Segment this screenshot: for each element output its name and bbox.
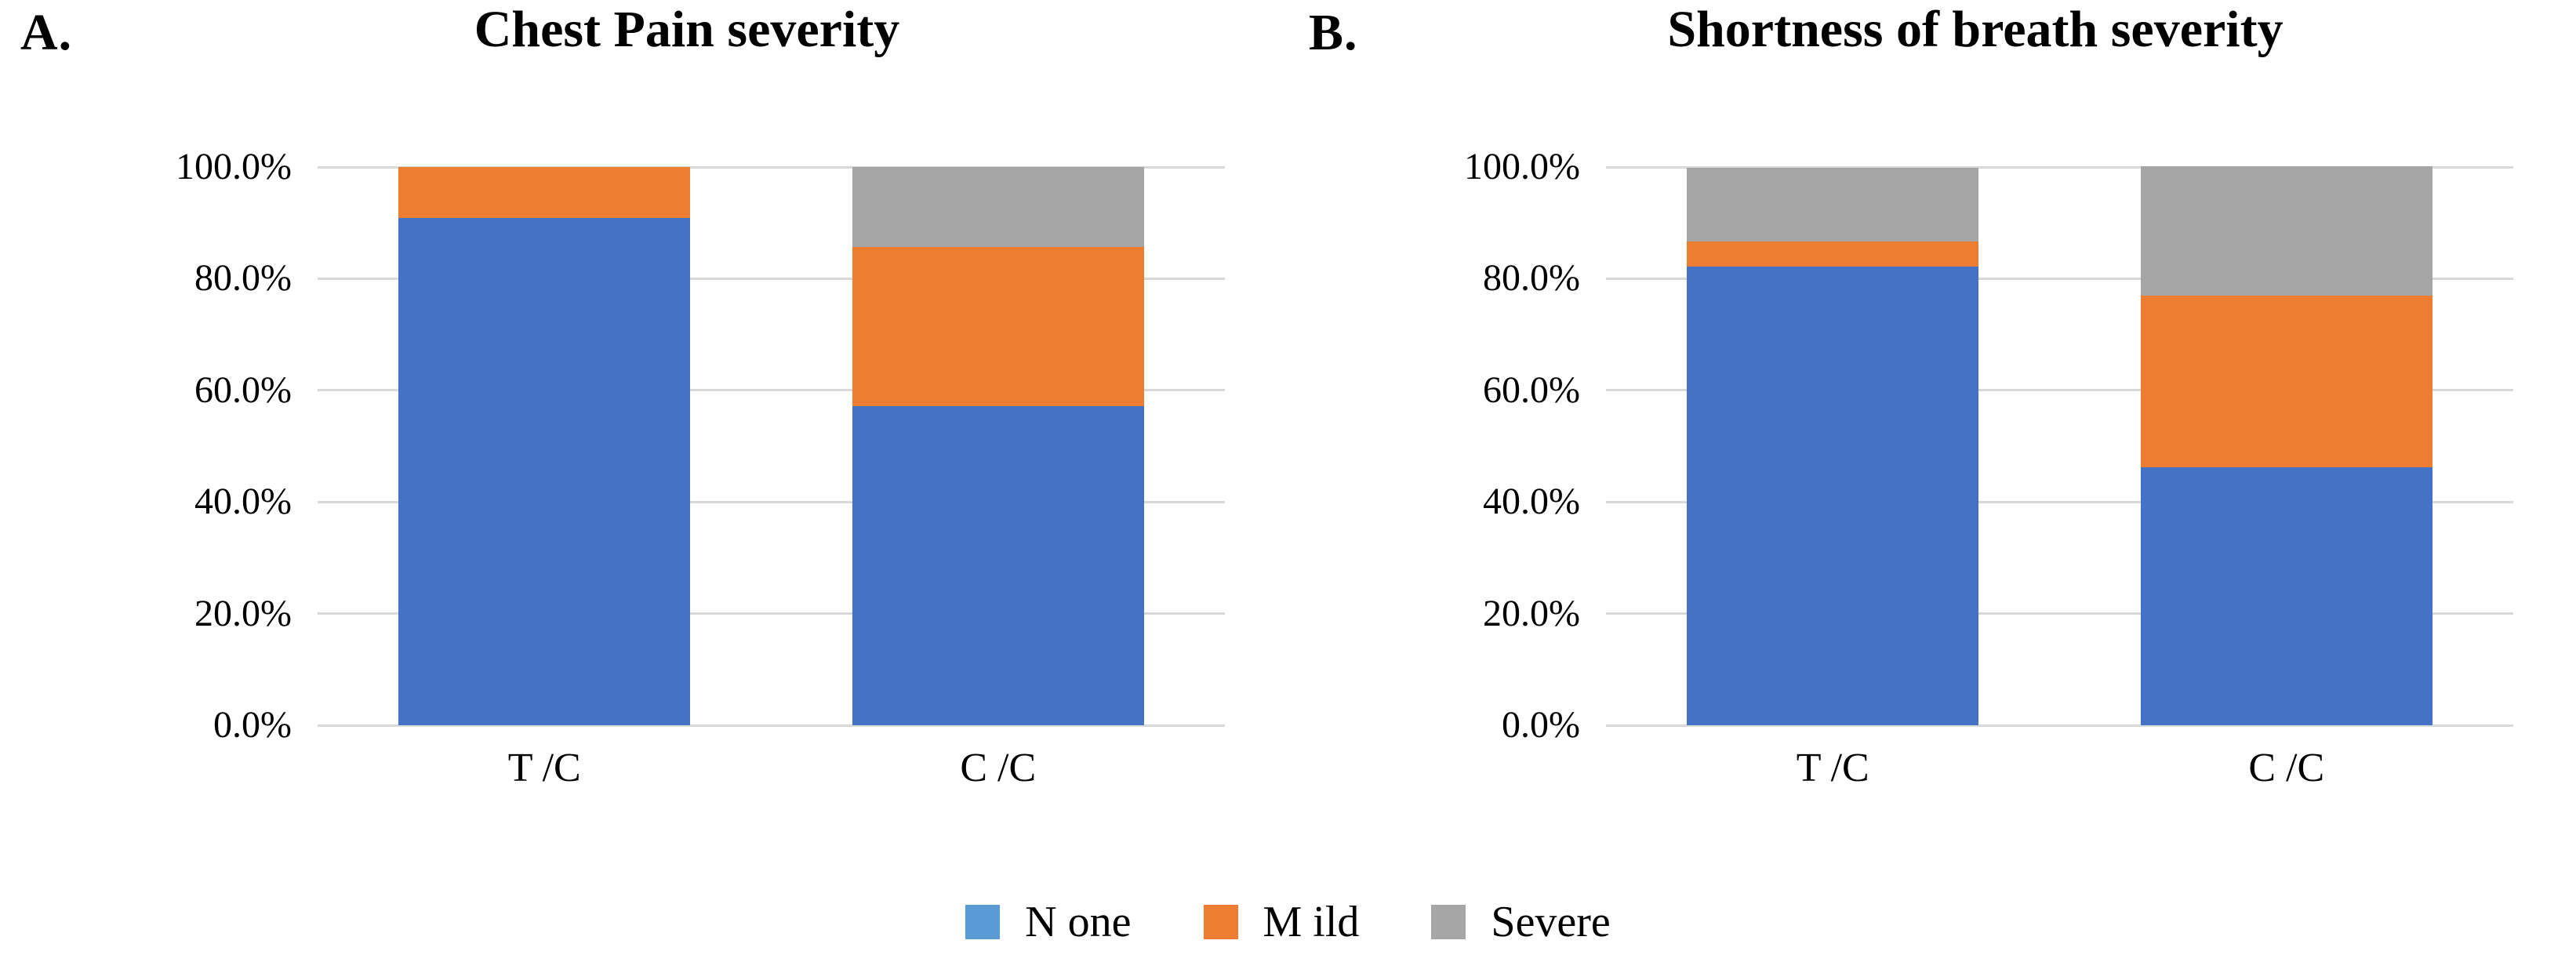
legend-item-mild: M ild bbox=[1203, 897, 1360, 947]
legend-swatch-severe bbox=[1431, 905, 1466, 939]
bar-segment-mild bbox=[1687, 241, 1979, 267]
x-axis-tick-label: C /C bbox=[2248, 746, 2325, 790]
bar-segment-severe bbox=[852, 167, 1144, 247]
y-axis-tick-label: 60.0% bbox=[1483, 369, 1580, 411]
panel-label-a: A. bbox=[20, 4, 73, 61]
plot-area-b: 100.0% 80.0% 60.0% 40.0% 20.0% 0.0% T /C C /C bbox=[1288, 0, 2576, 973]
y-axis-tick-label: 100.0% bbox=[1464, 146, 1580, 187]
gridline bbox=[318, 165, 1225, 169]
legend-swatch-none bbox=[965, 905, 1001, 939]
legend-label-mild: M ild bbox=[1263, 898, 1360, 946]
bar-segment-mild bbox=[2140, 295, 2432, 468]
bar-segment-mild bbox=[852, 246, 1144, 407]
y-axis-tick-label: 20.0% bbox=[194, 592, 292, 634]
chart-panel-a: A. Chest Pain severity 100.0% 80.0% 60.0% 4… bbox=[20, 1, 1225, 790]
legend-label-severe: Severe bbox=[1491, 898, 1611, 946]
bar-segment-none bbox=[852, 406, 1144, 725]
gridline bbox=[318, 277, 1225, 280]
legend-label-none: N one bbox=[1025, 898, 1132, 946]
panel-label-b: B. bbox=[1309, 4, 1358, 61]
y-axis-tick-label: 80.0% bbox=[194, 257, 292, 300]
legend-item-severe: Severe bbox=[1431, 897, 1611, 947]
chart-panel-b: B. Shortness of breath severity 100.0% 80… bbox=[1288, 0, 2576, 973]
bar-segment-none bbox=[1687, 266, 1979, 725]
x-axis-tick-label: T /C bbox=[1796, 746, 1869, 790]
gridline bbox=[318, 724, 1225, 727]
gridline bbox=[1606, 612, 2513, 615]
chart-title-b: Shortness of breath severity bbox=[1667, 1, 2284, 58]
y-axis-tick-label: 40.0% bbox=[194, 481, 292, 523]
gridline bbox=[1606, 277, 2513, 280]
legend: N one M ild Severe bbox=[0, 897, 2576, 947]
y-axis-tick-label: 80.0% bbox=[1483, 257, 1580, 300]
y-axis-tick-label: 40.0% bbox=[1483, 481, 1580, 523]
gridline bbox=[318, 389, 1225, 392]
bar-segment-mild bbox=[398, 167, 691, 218]
gridline bbox=[1606, 389, 2513, 392]
y-axis-tick-label: 100.0% bbox=[176, 146, 292, 187]
gridline bbox=[1606, 165, 2513, 169]
gridline bbox=[318, 612, 1225, 615]
chart-title-a: Chest Pain severity bbox=[474, 1, 900, 58]
gridline bbox=[1606, 724, 2513, 727]
gridline bbox=[318, 500, 1225, 503]
x-axis-tick-label: T /C bbox=[507, 746, 581, 790]
y-axis-tick-label: 0.0% bbox=[1502, 704, 1580, 746]
bar-segment-none bbox=[398, 217, 691, 725]
bar-segment-none bbox=[2140, 467, 2432, 725]
bar-segment-severe bbox=[1687, 167, 1979, 242]
bar-segment-severe bbox=[2140, 166, 2432, 296]
y-axis-tick-label: 0.0% bbox=[213, 704, 292, 746]
y-axis-tick-label: 60.0% bbox=[194, 369, 292, 411]
legend-item-none: N one bbox=[965, 897, 1132, 947]
gridline bbox=[1606, 500, 2513, 503]
plot-area-a: 100.0% 80.0% 60.0% 40.0% 20.0% 0.0% T /C C /C bbox=[176, 146, 1225, 790]
legend-swatch-mild bbox=[1203, 905, 1238, 939]
y-axis-tick-label: 20.0% bbox=[1483, 592, 1580, 634]
x-axis-tick-label: C /C bbox=[960, 746, 1037, 790]
